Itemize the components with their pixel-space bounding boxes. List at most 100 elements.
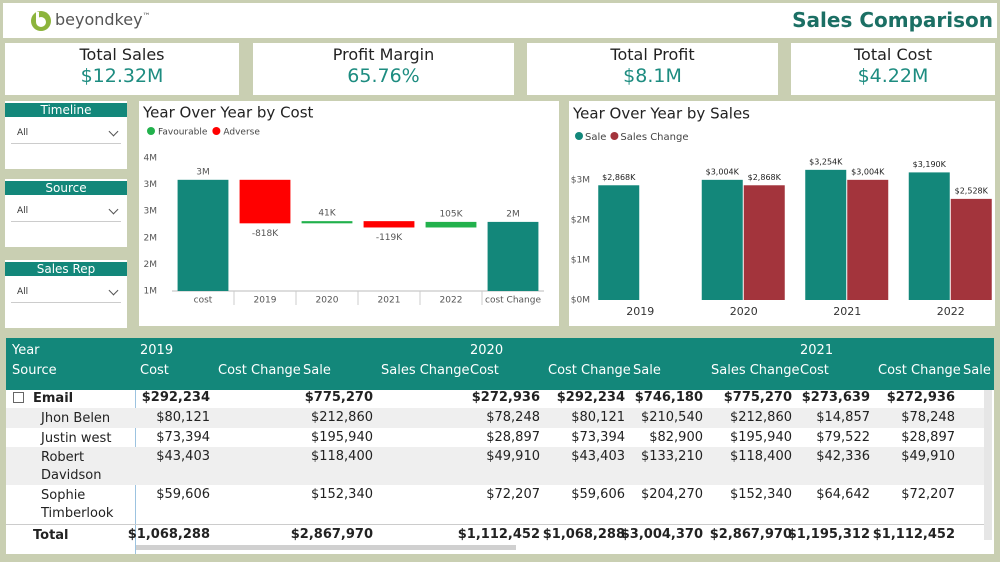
data-label: $3,254K: [809, 157, 843, 166]
legend-swatch: [212, 127, 221, 135]
waterfall-chart: Year Over Year by Cost Favourable Adverse 1…: [142, 104, 544, 306]
bar: [847, 179, 889, 300]
table-cell: $64,642: [816, 487, 870, 502]
bar-chart: Year Over Year by Sales Sale Sales Change $…: [571, 105, 992, 318]
row-band: [6, 408, 984, 428]
kpi-card: Total Profit $8.1M: [527, 43, 778, 95]
v-scrollbar[interactable]: [984, 390, 992, 540]
data-label: $2,528K: [955, 186, 989, 195]
kpi-label: Total Profit: [610, 45, 695, 64]
y-tick-label: $2M: [571, 216, 590, 226]
y-tick-label: 3M: [144, 207, 158, 217]
data-label: $3,190K: [913, 160, 947, 169]
table-cell: $195,940: [729, 430, 792, 445]
table-cell: $204,270: [640, 487, 703, 502]
data-label: 2M: [506, 209, 520, 219]
slicer-title: Source: [5, 181, 127, 195]
data-label: $3,004K: [706, 167, 740, 176]
bar: [701, 179, 743, 300]
row-band: [6, 447, 984, 485]
table-cell: $133,210: [640, 449, 703, 464]
table-header: [6, 338, 994, 390]
data-label: 3M: [196, 167, 210, 177]
data-label: $2,868K: [602, 173, 636, 182]
legend-swatch: [147, 127, 155, 135]
page-title: Sales Comparison: [792, 8, 993, 32]
table-cell: $272,936: [886, 390, 955, 405]
x-tick-label: 2021: [833, 305, 861, 318]
column-header: Cost Change: [548, 363, 631, 378]
chart-title: Year Over Year by Cost: [142, 104, 314, 122]
slicer: Timeline All: [5, 101, 127, 169]
table-cell: $43,403: [571, 449, 625, 464]
table-cell: $43,403: [156, 449, 210, 464]
table-cell: $1,195,312: [787, 527, 870, 542]
table-cell: $195,940: [310, 430, 373, 445]
bar: [487, 221, 539, 291]
year-header: 2020: [470, 343, 504, 358]
kpi-card: Total Sales $12.32M: [5, 43, 239, 95]
column-header: Sales Change: [711, 363, 800, 378]
cost-chart-panel: Year Over Year by Cost Favourable Adverse 1…: [139, 101, 559, 326]
bar: [598, 185, 640, 300]
x-tick-label: 2021: [378, 296, 401, 306]
row-label: Sophie Timberlook: [41, 488, 114, 521]
data-label: 105K: [439, 209, 463, 219]
x-tick-label: 2020: [316, 296, 339, 306]
slicer-title: Timeline: [5, 103, 127, 117]
data-label: -119K: [376, 233, 403, 243]
slicer-dropdown[interactable]: All: [11, 123, 121, 144]
y-tick-label: $1M: [571, 256, 590, 266]
slicer-dropdown[interactable]: All: [11, 282, 121, 303]
bar: [743, 185, 785, 300]
column-header: Sale: [303, 363, 331, 378]
legend-label: Sales Change: [620, 132, 688, 143]
data-label: $3,004K: [851, 167, 885, 176]
slicer-selection: All: [17, 128, 29, 138]
x-tick-label: 2020: [730, 305, 758, 318]
column-header: Cost: [800, 363, 829, 378]
table-cell: $73,394: [571, 430, 625, 445]
table-cell: $292,234: [141, 390, 210, 405]
legend-swatch: [575, 132, 583, 140]
table-cell: $212,860: [310, 410, 373, 425]
table-cell: $78,248: [486, 410, 540, 425]
logo: beyondkey: [55, 10, 143, 29]
row-label: Robert Davidson: [41, 450, 102, 483]
bar: [239, 179, 291, 224]
table-cell: $212,860: [729, 410, 792, 425]
y-tick-label: $3M: [571, 176, 590, 186]
logo-icon: [31, 11, 51, 31]
table-cell: $1,068,288: [542, 527, 625, 542]
y-tick-label: 4M: [144, 154, 158, 164]
y-tick-label: 1M: [144, 287, 158, 297]
table-cell: $80,121: [156, 410, 210, 425]
bar: [950, 198, 992, 300]
x-tick-label: 2022: [937, 305, 965, 318]
table-cell: $49,910: [901, 449, 955, 464]
slicer-dropdown[interactable]: All: [11, 201, 121, 222]
h-scrollbar[interactable]: [136, 545, 516, 550]
column-header: Cost Change: [218, 363, 301, 378]
table-cell: $1,112,452: [457, 527, 540, 542]
column-header: Sale: [633, 363, 661, 378]
slicer: Sales Rep All: [5, 260, 127, 328]
table-cell: $118,400: [729, 449, 792, 464]
y-tick-label: 3M: [144, 180, 158, 190]
data-label: -818K: [252, 229, 279, 239]
x-tick-label: 2022: [440, 296, 463, 306]
row-header-label: Year: [12, 343, 40, 358]
table-cell: $78,248: [901, 410, 955, 425]
sales-chart-panel: Year Over Year by Sales Sale Sales Change $…: [569, 101, 995, 326]
table-cell: $28,897: [486, 430, 540, 445]
x-tick-label: cost Change: [485, 296, 541, 306]
bar: [908, 172, 950, 300]
table-cell: $49,910: [486, 449, 540, 464]
table-cell: $152,340: [310, 487, 373, 502]
bar: [301, 221, 353, 224]
table-cell: $72,207: [901, 487, 955, 502]
collapse-toggle[interactable]: [13, 392, 24, 403]
x-tick-label: cost: [194, 296, 213, 306]
table-cell: $2,867,970: [290, 527, 373, 542]
